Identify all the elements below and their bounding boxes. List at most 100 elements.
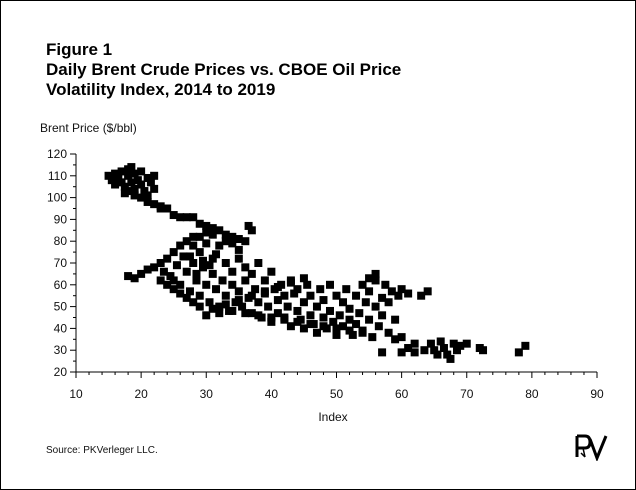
data-point: [332, 330, 341, 339]
x-tick-label: 50: [330, 387, 344, 401]
data-point: [254, 259, 263, 267]
data-point: [195, 232, 204, 241]
data-point: [384, 298, 393, 307]
data-point: [205, 298, 214, 307]
data-point: [124, 171, 133, 180]
x-tick-label: 10: [69, 387, 83, 401]
data-point: [111, 180, 120, 189]
data-point: [365, 274, 374, 283]
data-point: [208, 254, 217, 263]
data-point: [293, 317, 302, 326]
data-point: [198, 263, 207, 272]
data-point: [185, 287, 194, 296]
y-tick-label: 20: [54, 365, 68, 379]
data-point: [120, 189, 129, 198]
data-point: [264, 302, 273, 311]
data-point: [137, 180, 146, 189]
data-point: [150, 184, 159, 193]
data-point: [228, 267, 237, 276]
y-tick-label: 100: [47, 191, 67, 205]
data-point: [329, 317, 338, 326]
data-point: [176, 241, 185, 250]
data-point: [241, 237, 250, 246]
data-point: [117, 178, 126, 187]
source-note: Source: PKVerleger LLC.: [46, 445, 158, 456]
data-point: [234, 254, 243, 263]
data-point: [182, 267, 191, 276]
data-point: [221, 300, 230, 309]
data-point: [130, 184, 139, 193]
data-point: [368, 333, 377, 342]
data-point: [117, 167, 126, 176]
data-point: [202, 280, 211, 289]
data-point: [172, 261, 181, 270]
data-point: [244, 221, 253, 230]
y-tick-label: 30: [54, 343, 68, 357]
data-point: [130, 169, 139, 178]
x-tick-label: 60: [395, 387, 409, 401]
data-point: [221, 237, 230, 246]
y-tick-label: 110: [48, 169, 67, 183]
data-point: [247, 226, 256, 235]
data-point: [260, 287, 269, 296]
data-point: [215, 309, 224, 318]
y-tick-label: 60: [54, 278, 68, 292]
data-point: [352, 291, 361, 300]
data-point: [254, 298, 263, 307]
data-point: [479, 346, 488, 355]
data-point: [127, 163, 136, 172]
data-point: [332, 324, 341, 333]
data-point: [182, 237, 191, 246]
data-point: [319, 296, 328, 305]
data-point: [189, 232, 198, 241]
data-point: [290, 289, 299, 298]
data-point: [137, 193, 146, 202]
data-point: [202, 311, 211, 320]
data-point: [299, 324, 308, 333]
data-point: [195, 302, 204, 311]
data-point: [234, 235, 243, 244]
data-point: [169, 285, 178, 294]
data-point: [234, 287, 243, 296]
data-point: [371, 302, 380, 311]
data-point: [394, 291, 403, 300]
data-point: [182, 213, 191, 222]
data-point: [397, 285, 406, 294]
data-point: [208, 269, 217, 278]
data-point: [195, 219, 204, 228]
data-point: [228, 232, 237, 241]
data-point: [212, 285, 221, 294]
data-point: [221, 230, 230, 239]
data-point: [452, 346, 461, 355]
data-point: [228, 239, 237, 248]
data-point: [404, 289, 413, 298]
data-point: [283, 302, 292, 311]
data-point: [228, 306, 237, 315]
data-point: [195, 291, 204, 300]
data-point: [192, 269, 201, 278]
data-point: [195, 248, 204, 257]
figure-label: Figure 1: [46, 40, 113, 59]
data-point: [146, 178, 155, 187]
data-point: [221, 291, 230, 300]
data-point: [189, 213, 198, 222]
data-point: [228, 280, 237, 289]
y-tick-label: 120: [47, 147, 67, 161]
data-point: [371, 276, 380, 285]
data-point: [241, 263, 250, 272]
x-tick-label: 30: [200, 387, 214, 401]
data-point: [293, 306, 302, 315]
data-point: [182, 293, 191, 302]
data-point: [319, 313, 328, 322]
data-point: [384, 328, 393, 337]
data-point: [166, 272, 175, 281]
data-point: [397, 348, 406, 357]
data-point: [251, 285, 260, 294]
data-point: [439, 344, 448, 353]
data-point: [404, 344, 413, 353]
data-point: [247, 291, 256, 300]
data-point: [179, 252, 188, 261]
